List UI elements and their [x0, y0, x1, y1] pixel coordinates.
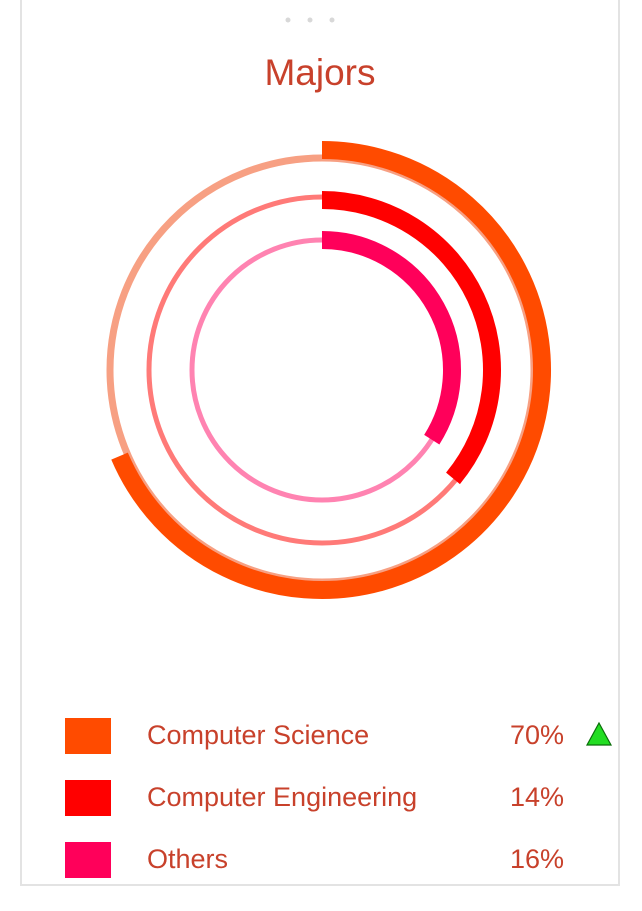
legend-swatch [65, 780, 111, 816]
legend-label: Computer Science [147, 720, 370, 750]
ring-bar-others [321, 231, 461, 445]
legend-label: Others [147, 844, 229, 874]
legend-swatch [65, 718, 111, 754]
legend-item-others: Others 16% [22, 840, 622, 880]
chart-title: Majors [264, 52, 376, 93]
legend-value: 14% [510, 782, 565, 812]
loading-dots-decoration [285, 17, 335, 23]
ring-bar-computer-engineering [321, 191, 501, 485]
legend-item-computer-engineering: Computer Engineering 14% [22, 778, 622, 818]
legend-label: Computer Engineering [147, 782, 418, 812]
ring-track-computer-science [106, 154, 538, 586]
trend-up-shape [585, 721, 613, 746]
legend-swatch [65, 842, 111, 878]
majors-card: Majors Computer Science 70% Computer Engin… [20, 0, 620, 886]
radial-bar-chart [106, 141, 551, 599]
legend-value: 70% [510, 720, 565, 750]
legend-item-computer-science: Computer Science 70% [22, 716, 622, 756]
legend-value: 16% [510, 844, 565, 874]
trend-up-icon [585, 721, 613, 746]
ring-bar-computer-science [111, 141, 551, 599]
